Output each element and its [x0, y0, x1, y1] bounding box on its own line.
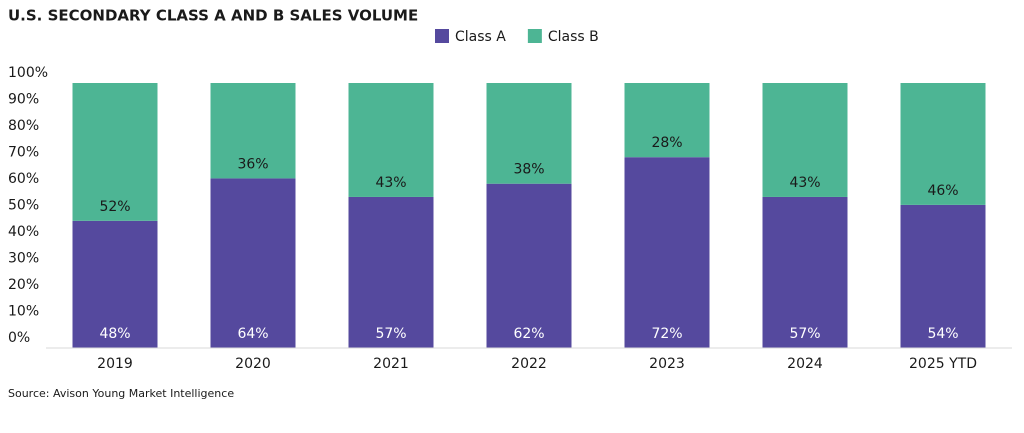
- legend-label: Class A: [455, 29, 506, 45]
- data-label: 36%: [237, 156, 268, 172]
- data-label: 48%: [99, 326, 130, 342]
- bar-segment: [624, 83, 710, 158]
- data-label: 43%: [375, 175, 406, 191]
- y-tick-label: 100%: [8, 65, 48, 81]
- bar-segment: [348, 196, 434, 348]
- y-tick-label: 50%: [8, 198, 39, 214]
- x-tick-label: 2022: [511, 356, 547, 372]
- data-label: 28%: [651, 135, 682, 151]
- bar-segment: [72, 83, 158, 221]
- data-label: 64%: [237, 326, 268, 342]
- y-tick-label: 40%: [8, 224, 39, 240]
- x-tick-label: 2019: [97, 356, 133, 372]
- bar-segment: [624, 157, 710, 348]
- y-tick-label: 80%: [8, 118, 39, 134]
- data-label: 52%: [99, 199, 130, 215]
- bar-segment: [900, 204, 986, 348]
- bar-segment: [762, 196, 848, 348]
- bar-segment: [210, 83, 296, 179]
- chart-title: U.S. SECONDARY CLASS A AND B SALES VOLUM…: [8, 7, 418, 25]
- bar-segment: [72, 220, 158, 348]
- source: Source: Avison Young Market Intelligence: [8, 387, 234, 400]
- y-tick-label: 20%: [8, 277, 39, 293]
- data-label: 62%: [513, 326, 544, 342]
- data-label: 57%: [789, 326, 820, 342]
- legend-swatch: [527, 29, 542, 43]
- data-label: 43%: [789, 175, 820, 191]
- bar-segment: [486, 83, 572, 184]
- x-tick-label: 2023: [649, 356, 685, 372]
- data-label: 57%: [375, 326, 406, 342]
- y-tick-label: 60%: [8, 171, 39, 187]
- bar-segment: [900, 83, 986, 205]
- x-tick-label: 2024: [787, 356, 823, 372]
- x-tick-label: 2021: [373, 356, 409, 372]
- legend-swatch: [435, 29, 449, 43]
- bar-segment: [348, 83, 434, 197]
- legend-label: Class B: [548, 29, 599, 45]
- data-label: 72%: [651, 326, 682, 342]
- y-tick-label: 30%: [8, 251, 39, 267]
- data-label: 46%: [927, 183, 958, 199]
- bar-segment: [762, 83, 848, 197]
- x-tick-label: 2025 YTD: [909, 356, 977, 372]
- y-tick-label: 90%: [8, 92, 39, 108]
- bar-segment: [210, 178, 296, 348]
- y-tick-label: 70%: [8, 145, 39, 161]
- bar-segment: [486, 183, 572, 348]
- x-tick-label: 2020: [235, 356, 271, 372]
- y-tick-label: 0%: [8, 330, 30, 346]
- y-tick-label: 10%: [8, 304, 39, 320]
- data-label: 38%: [513, 162, 544, 178]
- data-label: 54%: [927, 326, 958, 342]
